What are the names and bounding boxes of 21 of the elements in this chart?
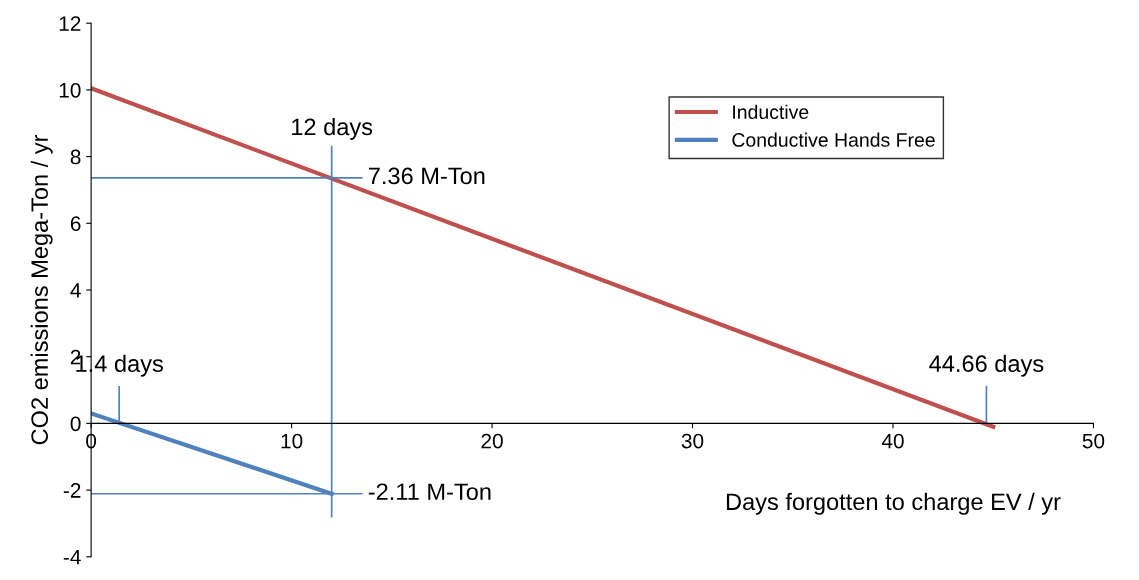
legend-label: Conductive Hands Free <box>732 132 935 147</box>
y-tick-label: 4 <box>70 283 81 298</box>
y-tick-label: 10 <box>59 82 81 98</box>
y-tick-label: 8 <box>70 149 81 165</box>
x-tick-label: 20 <box>481 433 503 449</box>
y-tick-label: 12 <box>59 16 81 31</box>
annotation: 12 days <box>292 117 373 140</box>
x-axis-title: Days forgotten to charge EV / yr <box>726 492 1061 515</box>
y-tick-label: -2 <box>63 483 81 498</box>
x-tick-label: 40 <box>881 433 904 449</box>
x-tick-label: 30 <box>681 433 704 449</box>
y-tick-label: -4 <box>63 550 81 565</box>
annotation: 7.36 M-Ton <box>368 167 485 185</box>
x-tick-label: 10 <box>281 433 303 449</box>
x-tick-label: 50 <box>1082 433 1105 449</box>
annotation: 44.66 days <box>929 354 1044 377</box>
y-tick-label: 6 <box>70 216 81 232</box>
y-axis-title: CO2 emissions Mega-Ton / yr <box>30 134 53 445</box>
legend-label: Inductive <box>733 104 809 120</box>
y-tick-label: 0 <box>70 416 81 432</box>
annotation: -2.11 M-Ton <box>368 483 491 501</box>
